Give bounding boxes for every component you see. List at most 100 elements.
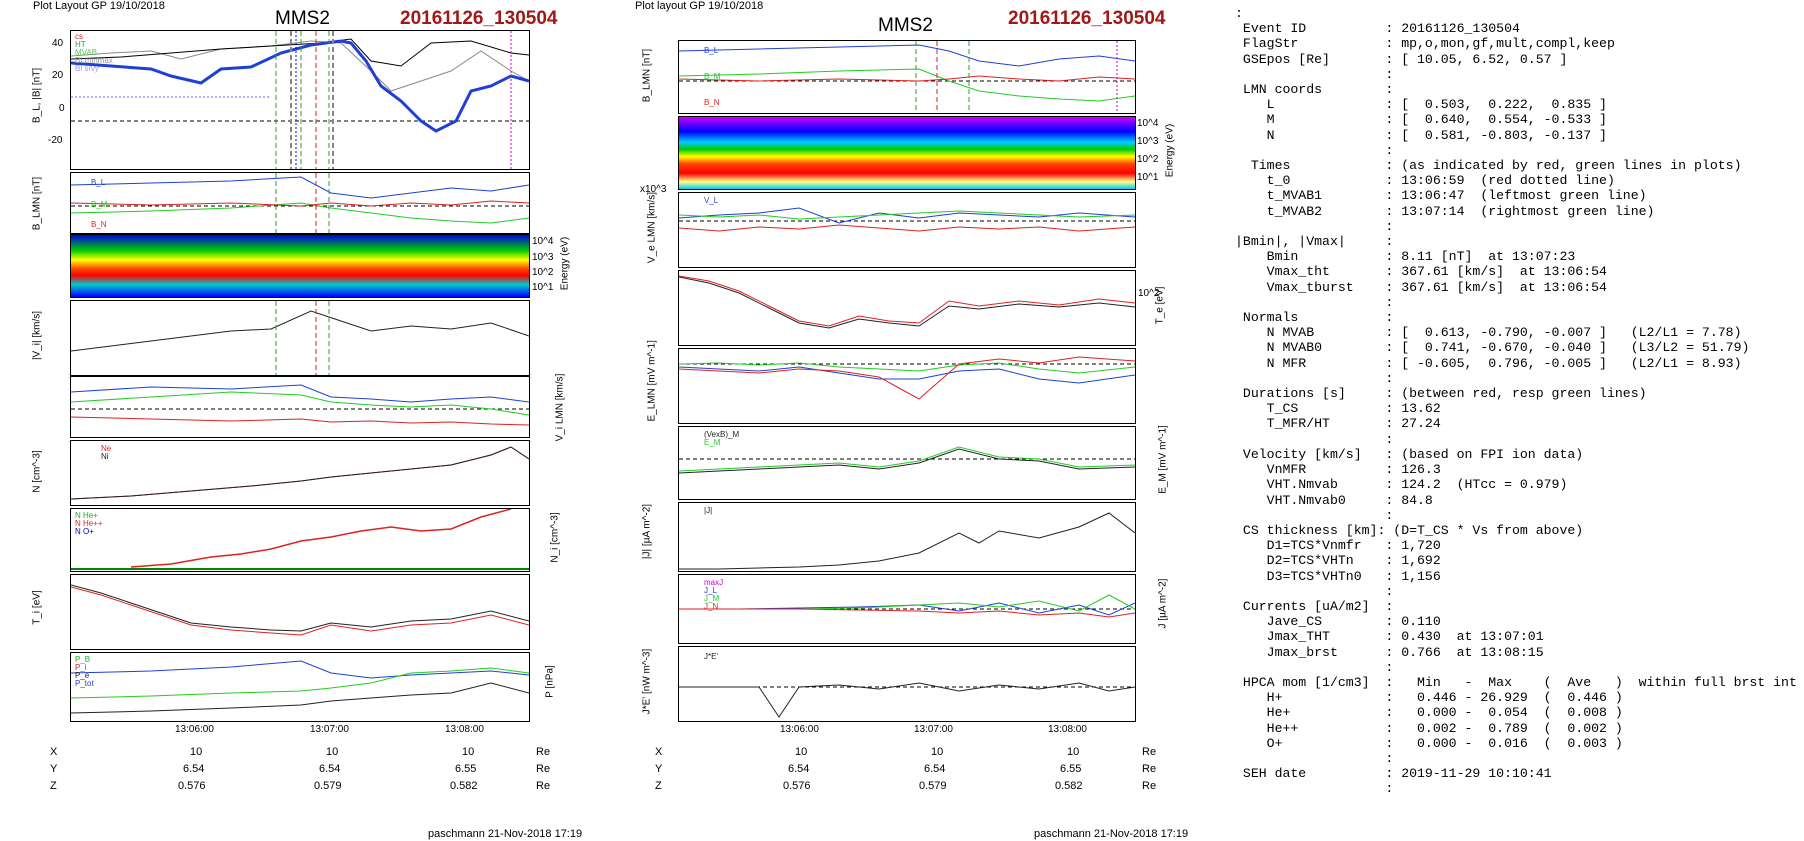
orbit-cell: Re [536,780,551,792]
middle-spec-tick-3: 10^3 [1137,136,1159,147]
middle-te-plot [679,275,1135,329]
middle-em-plot [679,446,1135,474]
orbit-cell: Re [536,763,551,775]
middle-ve-plot [679,207,1135,232]
orbit-cell: 0.576 [178,780,206,792]
orbit-cell: 10 [795,746,808,758]
middle-blmn-label-bn: B_N [704,98,720,107]
legend-jm: J_M [704,594,720,603]
info-line: N MVAB : [ 0.613, -0.790, -0.007 ] (L2/L… [1235,325,1742,341]
info-line: Normals : [1235,310,1394,326]
left-blmn-label-bm: B_M [91,200,108,209]
middle-j-label: |J| [704,506,713,515]
legend-jl: J_L [704,586,717,595]
left-vilmn-plot [71,384,529,426]
left-panel-p: P_B P_i P_e P_tot [70,652,530,722]
middle-j-ylabel: |J| [µA m^-2] [641,503,653,560]
info-line: Bmin : 8.11 [nT] at 13:07:23 [1235,249,1576,265]
orbit-y-label: Y [50,763,58,775]
left-bl-plot [71,31,529,169]
legend-ht: HT [75,40,86,49]
info-line: O+ : 0.000 - 0.016 ( 0.003 ) [1235,735,1623,751]
legend-he-plusplus: N He++ [75,519,103,528]
info-line: CS thickness [km]: (D=T_CS * Vs from abo… [1235,522,1584,538]
left-panel-ni: N He+ N He++ N O+ [70,508,530,572]
left-spacecraft-title: MMS2 [275,8,330,29]
left-spec-tick-3: 10^3 [532,252,554,263]
legend-mvab: MVAB [75,48,98,57]
info-line: N : [ 0.581, -0.803, -0.137 ] [1235,127,1607,143]
orbit-cell: Re [536,746,551,758]
info-line: LMN coords : [1235,82,1394,98]
left-bl-tick-m20: -20 [48,135,63,146]
middle-spec-tick-2: 10^2 [1137,154,1159,165]
orbit-cell: 10 [462,746,475,758]
orbit-cell: 10 [326,746,339,758]
left-blmn-plot [71,173,529,233]
orbit-z-label: Z [50,780,57,792]
left-bl-ylabel: B_L, |B| [nT] [31,67,43,124]
orbit-cell: 0.582 [1055,780,1083,792]
orbit-cell: 0.576 [783,780,811,792]
middle-panel-j: |J| [678,502,1136,572]
info-line: D2=TCS*VHTn : 1,692 [1235,553,1441,569]
legend-ptot: P_tot [75,679,94,688]
middle-panel-je: J*E' [678,646,1136,722]
orbit-cell: 0.582 [450,780,478,792]
middle-time-tick-2: 13:07:00 [914,724,953,735]
middle-je-plot [679,682,1135,718]
left-spec-ylabel: Energy (eV) [559,236,571,291]
legend-o-plus: N O+ [75,527,94,536]
orbit-cell: 10 [190,746,203,758]
left-panel-bl: cs HT MVAB BLminmax Bl srvy [70,30,530,170]
middle-ve-label-vl: V_L [704,196,719,205]
info-line: VnMFR : 126.3 [1235,462,1441,478]
orbit-x-label: X [655,746,663,758]
left-bl-tick-0: 0 [59,103,65,114]
orbit-cell: 6.54 [319,763,341,775]
middle-spec-tick-1: 10^1 [1137,172,1159,183]
left-ni-ylabel: N_i [cm^-3] [549,512,561,563]
info-line: Event ID : 20161126_130504 [1235,21,1520,37]
left-blmn-label-bn: B_N [91,220,107,229]
info-line: N MVAB0 : [ 0.741, -0.670, -0.040 ] (L3/… [1235,340,1750,356]
left-header: Plot Layout GP 19/10/2018 [33,0,165,12]
legend-blminmax: BLminmax [75,56,113,65]
middle-blmn-label-bm: B_M [704,72,721,81]
info-line: : [1235,431,1394,447]
orbit-cell: Re [1142,746,1157,758]
middle-blmn-label-bl: B_L [704,46,719,55]
middle-panel-e [678,348,1136,424]
info-line: GSEpos [Re] : [ 10.05, 6.52, 0.57 ] [1235,51,1568,67]
left-n-legend: Ne Ni [101,445,111,461]
middle-panel-ve: V_L [678,192,1136,268]
info-line: : [1235,583,1394,599]
middle-panel-em: (VexB)_M E_M [678,426,1136,500]
info-line: : [1235,218,1394,234]
middle-te-tick: 10^2 [1138,288,1160,299]
info-line: N MFR : [ -0.605, 0.796, -0.005 ] (L2/L1… [1235,355,1742,371]
left-p-ylabel: P [nPa] [544,665,556,698]
legend-bl-srvy: Bl srvy [75,64,99,73]
left-footer: paschmann 21-Nov-2018 17:19 [428,828,583,840]
orbit-cell: 10 [1067,746,1080,758]
orbit-cell: 6.55 [455,763,477,775]
info-line: H+ : 0.446 - 26.929 ( 0.446 ) [1235,690,1623,706]
info-line: M : [ 0.640, 0.554, -0.533 ] [1235,112,1607,128]
middle-event-title: 20161126_130504 [1008,8,1166,29]
left-n-plot [71,446,529,500]
middle-spacecraft-title: MMS2 [878,15,933,36]
legend-pb: P_B [75,655,91,664]
left-p-plot [71,660,529,714]
orbit-cell: 6.54 [788,763,810,775]
info-line: Jave_CS : 0.110 [1235,614,1441,630]
legend-vexb: (VexB)_M [704,430,740,439]
left-blmn-ylabel: B_LMN [nT] [31,176,43,231]
info-line: T_CS : 13.62 [1235,401,1441,417]
legend-jn: J_N [704,602,719,611]
legend-pe: P_e [75,671,90,680]
info-line: |Bmin|, |Vmax| : [1235,234,1394,250]
legend-ni: Ni [101,452,109,461]
info-line: D3=TCS*VHTn0 : 1,156 [1235,568,1441,584]
left-panel-vi [70,300,530,376]
